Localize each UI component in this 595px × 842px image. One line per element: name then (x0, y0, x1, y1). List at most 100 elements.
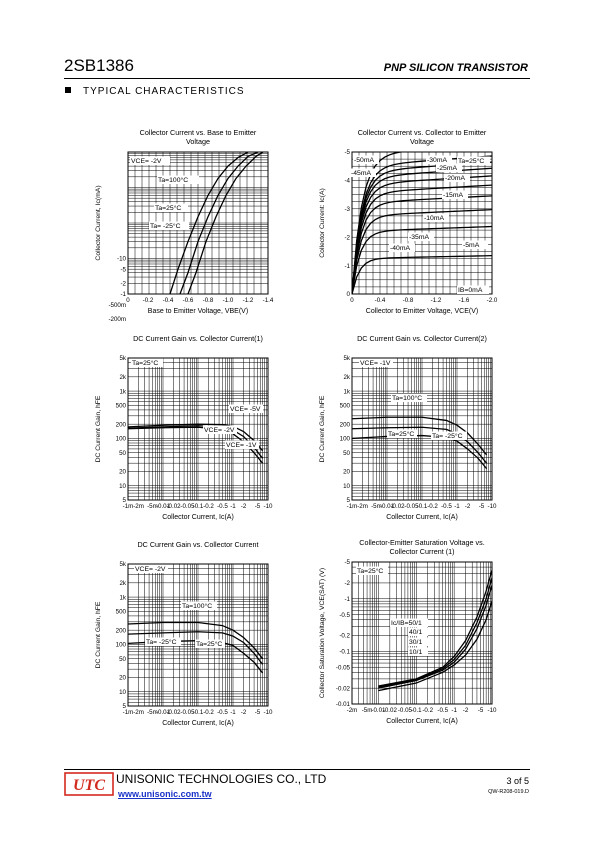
chart-hfe-vs-ic-3: DC Current Gain vs. Collector Current -1m… (95, 540, 274, 727)
x-tick-label: -0.8 (403, 297, 414, 304)
x-tick-label: -2 (463, 707, 469, 714)
x-tick-label: -1m (123, 503, 134, 510)
logo-text: UTC (73, 777, 105, 794)
y-tick-label: 0 (347, 291, 351, 298)
x-tick-label: -2 (241, 503, 247, 510)
annotation-label: Ta=25°C (132, 359, 158, 367)
x-tick-label: -2 (241, 709, 247, 716)
annotation-bg (157, 175, 199, 184)
y-axis-label: Collector Saturation Voltage, VCE(SAT) (… (319, 568, 326, 698)
chart-title: DC Current Gain vs. Collector Current (137, 540, 258, 549)
annotation-label: Ta=100°C (182, 602, 212, 610)
annotation-bg (145, 637, 181, 646)
chart-title: DC Current Gain vs. Collector Current(2) (357, 334, 487, 343)
annotation-label: Ta=25°C (196, 640, 222, 648)
x-tick-label: -0.6 (183, 297, 194, 304)
y-tick-label: 20 (119, 675, 126, 682)
x-axis-label: Collector Current, Ic(A) (386, 514, 458, 521)
x-tick-label: -10 (264, 709, 274, 716)
y-tick-label: 1k (119, 388, 126, 395)
annotation-bg (462, 240, 488, 249)
x-tick-label: -1 (230, 709, 236, 716)
y-tick-label: 100 (340, 436, 351, 443)
series-line (128, 631, 264, 665)
x-tick-label: -0.2 (143, 297, 154, 304)
x-tick-label: -1.2 (431, 297, 442, 304)
utc-logo: UTC (64, 772, 114, 796)
x-tick-label: -1m (123, 709, 134, 716)
x-tick-label: -0.2 (203, 503, 214, 510)
annotation-bg (457, 156, 490, 165)
y-tick-label: 10 (119, 483, 126, 490)
x-tick-label: -0.05 (180, 503, 195, 510)
section-heading: TYPICAL CHARACTERISTICS (65, 86, 245, 97)
chart-hfe-vs-ic-2: DC Current Gain vs. Collector Current(2)… (319, 334, 498, 521)
annotation-label: Ta=25°C (357, 567, 383, 575)
annotation-label: Ta= -25°C (146, 638, 177, 646)
x-tick-label: -10 (488, 503, 498, 510)
annotation-bg (149, 221, 189, 230)
footer-rule (64, 769, 530, 770)
series-line (128, 621, 264, 660)
y-tick-label: -4 (344, 178, 350, 185)
annotation-label: Ta=100°C (392, 394, 422, 402)
annotation-label: Ta=25°C (155, 204, 181, 212)
x-tick-label: -0.2 (427, 503, 438, 510)
x-tick-label: -1 (451, 707, 457, 714)
y-tick-label: 5k (119, 561, 126, 568)
x-tick-label: -5 (479, 503, 485, 510)
series-line (179, 152, 259, 294)
y-tick-label: 500 (340, 403, 351, 410)
x-tick-label: -2m (133, 709, 144, 716)
series-line (352, 195, 492, 294)
y-tick-label: -200m (108, 316, 126, 323)
x-tick-label: -0.02 (166, 503, 181, 510)
x-tick-label: -2m (133, 503, 144, 510)
device-description: PNP SILICON TRANSISTOR (383, 62, 528, 74)
x-tick-label: -0.1 (411, 707, 422, 714)
section-title: TYPICAL CHARACTERISTICS (83, 86, 245, 97)
y-tick-label: 5 (123, 497, 127, 504)
annotation-label: Ta=100°C (158, 176, 188, 184)
company-url-link[interactable]: www.unisonic.com.tw (118, 789, 212, 799)
y-tick-label: -0.02 (336, 685, 351, 692)
x-tick-label: -2m (357, 503, 368, 510)
annotation-bg (408, 637, 428, 646)
y-tick-label: -0.1 (339, 649, 350, 656)
annotation-bg (131, 358, 163, 367)
annotation-label: -30mA (427, 157, 447, 164)
series-line (352, 184, 492, 294)
annotation-label: IB=0mA (458, 287, 483, 294)
y-tick-label: 20 (343, 469, 350, 476)
annotation-bg (130, 156, 170, 165)
chart-title: Collector Current vs. Collector to Emitt… (358, 128, 487, 137)
annotation-bg (408, 627, 428, 636)
annotation-bg (229, 404, 263, 413)
y-tick-label: 5k (119, 355, 126, 362)
y-axis-label: DC Current Gain, hFE (95, 601, 102, 668)
x-axis-label: Collector Current, Ic(A) (162, 514, 234, 521)
y-tick-label: 20 (119, 469, 126, 476)
annotation-bg (134, 564, 168, 573)
annotation-bg (408, 232, 434, 241)
x-tick-label: -1.0 (223, 297, 234, 304)
y-tick-label: 5 (123, 703, 127, 710)
series-line (352, 209, 492, 294)
annotation-bg (457, 285, 489, 294)
x-tick-label: -0.05 (398, 707, 413, 714)
y-tick-label: 50 (343, 450, 350, 457)
y-tick-label: -5 (344, 149, 350, 156)
annotation-label: -5mA (463, 242, 480, 249)
x-tick-label: -0.1 (417, 503, 428, 510)
chart-title: Collector Current vs. Base to Emitter (140, 128, 257, 137)
annotation-bg (442, 190, 468, 199)
chart-ic-vs-vce: Collector Current vs. Collector to Emitt… (319, 128, 498, 315)
annotation-label: -15mA (443, 192, 463, 199)
x-tick-label: -0.01 (156, 503, 171, 510)
y-tick-label: 500 (116, 609, 127, 616)
y-tick-label: -0.05 (336, 664, 351, 671)
x-tick-label: -0.01 (371, 707, 386, 714)
y-tick-label: 2k (119, 580, 126, 587)
plot-frame (351, 357, 493, 501)
y-tick-label: 50 (119, 656, 126, 663)
